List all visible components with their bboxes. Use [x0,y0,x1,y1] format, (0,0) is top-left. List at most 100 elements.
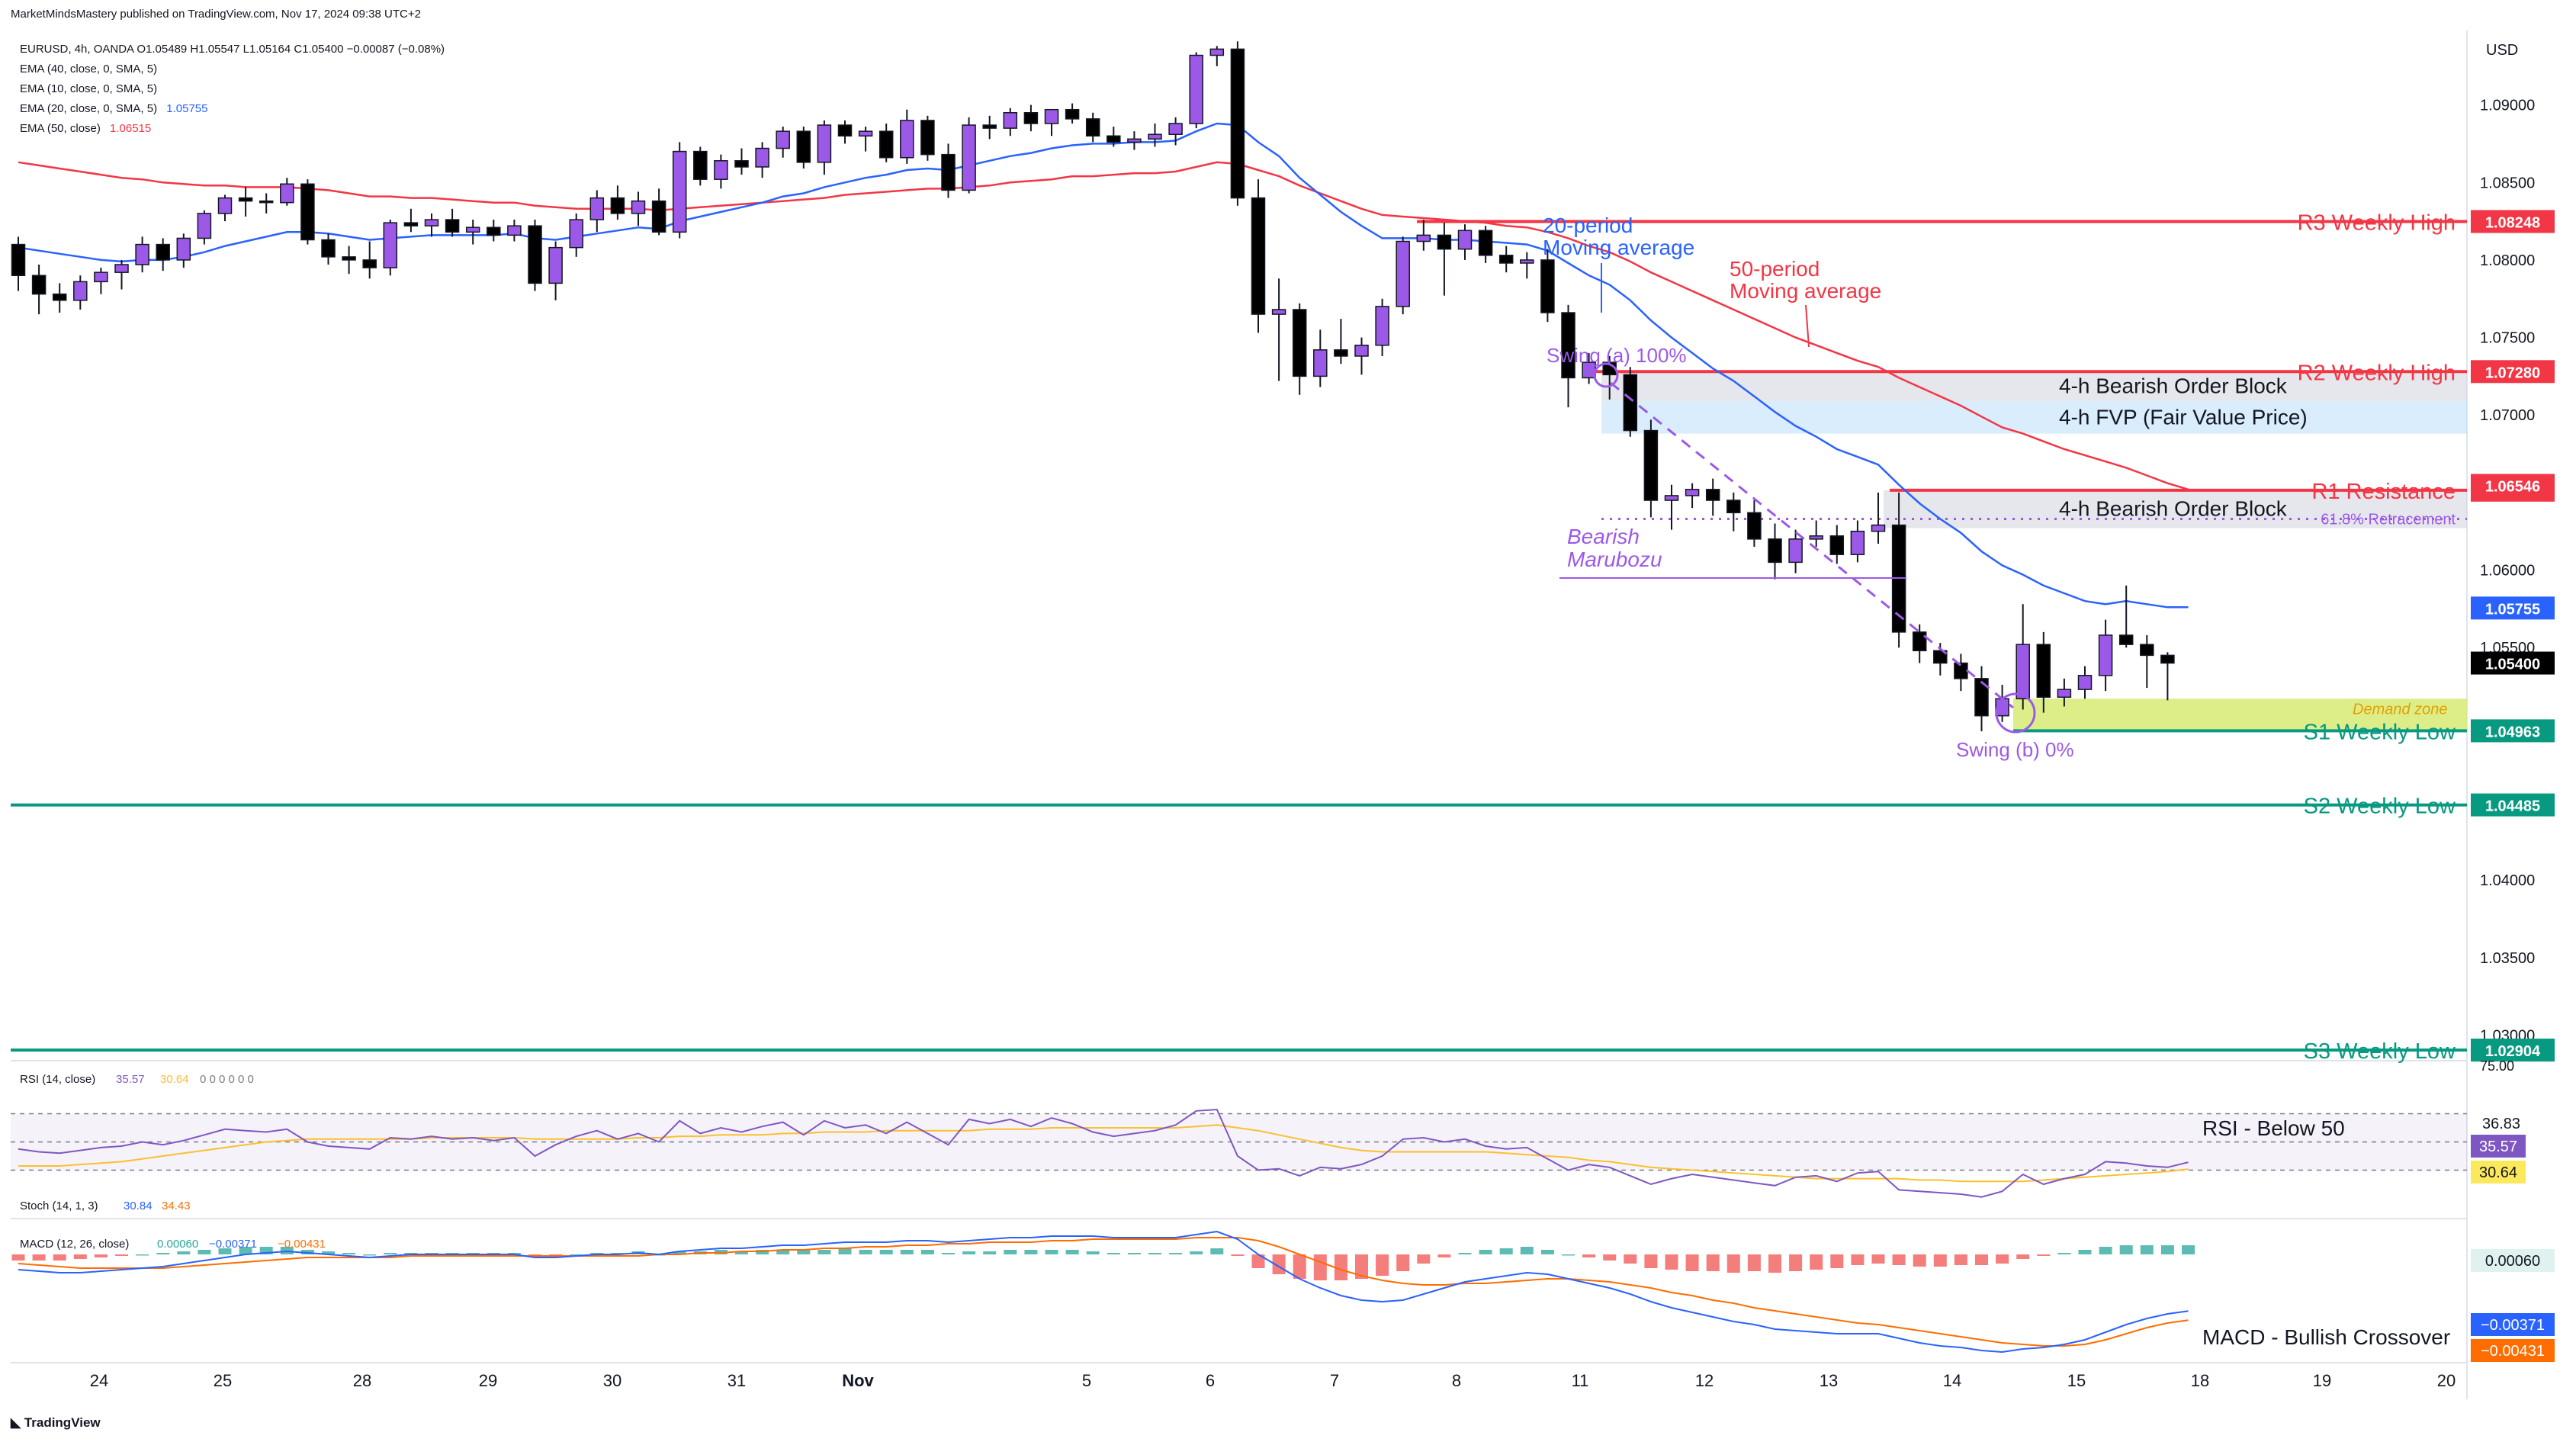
macd-hist-bar [962,1251,976,1254]
price-tag [2471,474,2555,497]
macd-hist-bar [177,1251,191,1254]
swing-a-circle [1593,362,1619,388]
candle-body [280,183,294,204]
candle-body [651,200,666,233]
x-tick-label: 20 [2437,1371,2456,1390]
x-tick-label: 12 [1695,1371,1714,1390]
candle-body [776,130,790,149]
annotation-swing-b: Swing (b) 0% [1956,738,2074,761]
tradingview-logo[interactable]: ◣ TradingView [11,1415,101,1431]
candle-body [1334,349,1348,357]
macd-hist-bar [1706,1254,1720,1271]
ema50-line [18,161,2189,490]
macd-hist-bar [53,1254,66,1261]
annotation-ma50-arrow [1805,304,1810,348]
candle-body [487,226,501,236]
candle-body [1044,108,1059,124]
x-tick-label: 15 [2067,1371,2086,1390]
macd-hist-bar [1499,1248,1513,1254]
macd-hist-bar [735,1251,748,1254]
candle-body [114,264,129,273]
candle-body [135,243,149,265]
macd-hist-bar [1127,1253,1141,1254]
level-label: S3 Weekly Low [2304,1039,2456,1064]
macd-hist-bar [2016,1254,2030,1259]
price-tag-text: 1.05400 [2485,657,2540,673]
fib-618-label: 61.8% Retracement [2321,511,2456,528]
legend-ema40-label: EMA (40, close, 0, SMA, 5) [20,63,158,75]
macd-hist-bar [1789,1254,1803,1271]
price-tag [2471,651,2555,675]
macd-hist-bar [2182,1245,2195,1254]
candle-body [1540,259,1555,313]
legend-ema20[interactable]: EMA (20, close, 0, SMA, 5) 1.05755 [20,102,207,115]
candle-body [610,197,625,214]
legend-ema10[interactable]: EMA (10, close, 0, SMA, 5) [20,82,157,95]
macd-hist-bar [1334,1254,1347,1280]
macd-legend-label: MACD (12, 26, close) [20,1238,129,1251]
candle-body [1396,240,1410,307]
macd-hist-bar [1004,1250,1017,1254]
level-label: R3 Weekly High [2298,210,2456,235]
candle-body [1850,530,1865,555]
x-tick-label: 14 [1943,1371,1961,1390]
candle-body [1065,108,1080,120]
candle-body [1189,54,1203,124]
macd-hist-bar [1190,1251,1203,1254]
macd-hist-bar [156,1253,170,1254]
macd-hist-bar [1086,1251,1100,1254]
macd-hist-bar [983,1251,997,1254]
candle-body [1520,259,1534,264]
candle-body [1085,118,1100,137]
candle-body [900,120,914,159]
candle-body [1313,349,1328,377]
macd-hist-bar [1065,1250,1079,1254]
macd-line [18,1230,2189,1354]
macd-hist-bar [2119,1245,2133,1254]
level-label: S1 Weekly Low [2304,720,2456,744]
price-tag-text: 1.05755 [2485,601,2540,618]
macd-hist-bar [1313,1254,1327,1280]
macd-hist-tag [2471,1249,2555,1272]
candle-body [362,259,377,268]
x-tick-label: 5 [1082,1371,1091,1390]
candle-body [300,183,315,241]
candle-body [1416,234,1431,242]
ema20-line [18,122,2189,609]
level-price-tag-text: 1.04963 [2485,724,2540,740]
annotation-ma20: Moving average [1543,236,1694,259]
price-tag [2471,596,2555,620]
macd-signal-tag [2471,1339,2555,1362]
rsi-legend-extra: 0 0 0 0 0 0 [200,1073,254,1086]
macd-hist-bar [1954,1254,1967,1265]
macd-legend-hist: 0.00060 [157,1238,198,1251]
candle-body [1127,138,1142,143]
candle-body [465,226,480,233]
macd-hist-bar [797,1250,811,1254]
macd-hist-bar [859,1250,872,1254]
tradingview-logo-icon: ◣ [11,1415,24,1430]
candle-body [1788,538,1803,564]
candle-body [1829,535,1845,555]
candle-body [2118,634,2134,645]
macd-hist-bar [1045,1250,1058,1254]
candle-body [2036,644,2051,699]
rsi-value-tag [2471,1135,2526,1158]
candle-body [1933,650,1948,664]
currency-label: USD [2486,42,2518,59]
candle-body [548,246,563,284]
macd-hist-bar [218,1248,232,1254]
rsi-legend-value: 35.57 [116,1073,145,1086]
x-tick-label: 7 [1330,1371,1339,1390]
macd-hist-bar [1540,1250,1554,1254]
candle-body [197,213,212,239]
candle-body [1354,344,1369,357]
legend-ema40[interactable]: EMA (40, close, 0, SMA, 5) [20,63,157,75]
macd-hist-bar [1458,1253,1472,1254]
level-label: R2 Weekly High [2298,361,2456,385]
zone-rect [2013,699,2467,731]
candle-body [403,222,419,226]
legend-ema50[interactable]: EMA (50, close) 1.06515 [20,122,151,135]
candle-body [11,243,26,276]
